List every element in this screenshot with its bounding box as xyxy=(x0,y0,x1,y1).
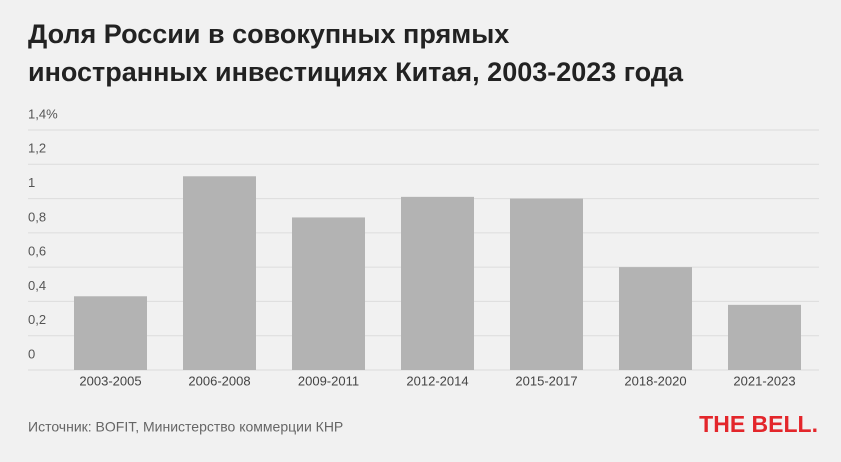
y-tick-label: 0,4 xyxy=(28,278,46,293)
y-tick-label: 1,2 xyxy=(28,141,46,156)
x-tick-label: 2003-2005 xyxy=(79,373,141,388)
bar xyxy=(183,176,256,370)
chart-title: Доля России в совокупных прямых иностранн… xyxy=(28,19,684,87)
x-tick-label: 2012-2014 xyxy=(406,373,468,388)
x-tick-label: 2015-2017 xyxy=(515,373,577,388)
bar xyxy=(510,198,583,370)
y-tick-label: 0,8 xyxy=(28,209,46,224)
bar xyxy=(619,267,692,370)
source: Источник: BOFIT, Министерство коммерции … xyxy=(28,419,343,435)
x-tick-label: 2018-2020 xyxy=(624,373,686,388)
bar xyxy=(401,196,474,370)
x-tick-label: 2009-2011 xyxy=(298,373,359,388)
y-tick-label: 1,4% xyxy=(28,106,58,121)
x-tick-label: 2021-2023 xyxy=(733,373,795,388)
y-tick-label: 1 xyxy=(28,175,35,190)
bar xyxy=(728,304,801,370)
logo: THE BELL. xyxy=(699,411,818,437)
bar xyxy=(292,217,365,370)
y-tick-label: 0 xyxy=(28,346,35,361)
x-tick-label: 2006-2008 xyxy=(188,373,250,388)
bar xyxy=(74,296,147,370)
y-tick-label: 0,2 xyxy=(28,312,46,327)
y-tick-label: 0,6 xyxy=(28,244,46,259)
